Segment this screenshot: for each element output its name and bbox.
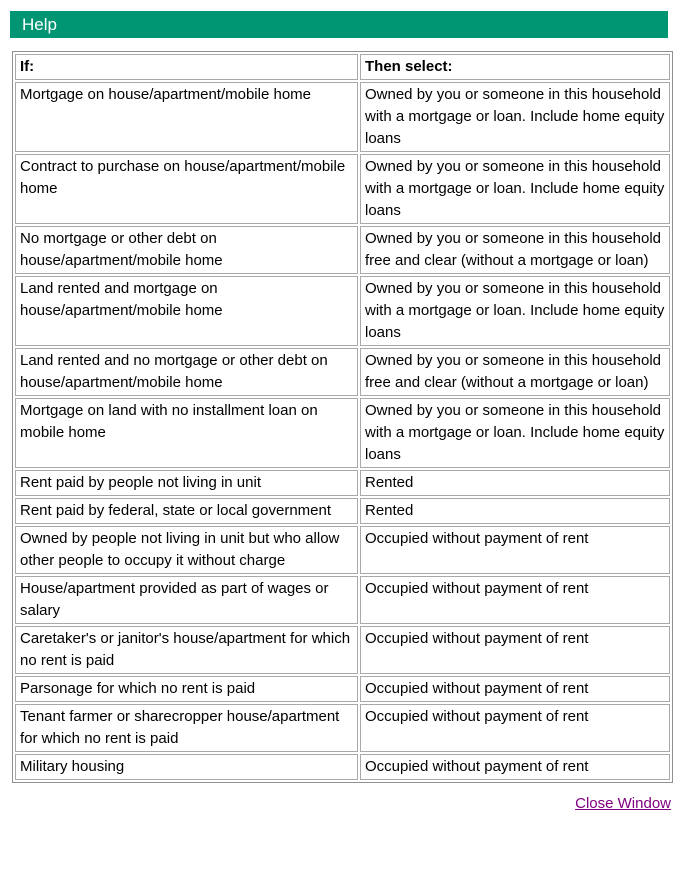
then-select-cell: Owned by you or someone in this househol… <box>360 226 670 274</box>
table-row: Tenant farmer or sharecropper house/apar… <box>15 704 670 752</box>
table-row: Rent paid by people not living in unit Re… <box>15 470 670 496</box>
then-select-cell: Occupied without payment of rent <box>360 526 670 574</box>
table-row: Land rented and mortgage on house/apartm… <box>15 276 670 346</box>
column-header-then-select: Then select: <box>360 54 670 80</box>
if-cell: Military housing <box>15 754 358 780</box>
table-row: Owned by people not living in unit but w… <box>15 526 670 574</box>
then-select-cell: Owned by you or someone in this househol… <box>360 398 670 468</box>
table-row: House/apartment provided as part of wage… <box>15 576 670 624</box>
then-select-cell: Owned by you or someone in this househol… <box>360 276 670 346</box>
table-row: Land rented and no mortgage or other deb… <box>15 348 670 396</box>
then-select-cell: Occupied without payment of rent <box>360 626 670 674</box>
table-row: Caretaker's or janitor's house/apartment… <box>15 626 670 674</box>
if-cell: Contract to purchase on house/apartment/… <box>15 154 358 224</box>
footer: Close Window <box>14 795 671 812</box>
close-window-link[interactable]: Close Window <box>575 795 671 812</box>
then-select-cell: Occupied without payment of rent <box>360 576 670 624</box>
if-cell: Caretaker's or janitor's house/apartment… <box>15 626 358 674</box>
if-cell: Mortgage on house/apartment/mobile home <box>15 82 358 152</box>
help-table: If: Then select: Mortgage on house/apart… <box>12 51 673 783</box>
table-row: Mortgage on house/apartment/mobile home O… <box>15 82 670 152</box>
if-cell: House/apartment provided as part of wage… <box>15 576 358 624</box>
help-header-bar: Help <box>10 11 668 38</box>
table-header-row: If: Then select: <box>15 54 670 80</box>
then-select-cell: Occupied without payment of rent <box>360 676 670 702</box>
then-select-cell: Rented <box>360 498 670 524</box>
if-cell: Tenant farmer or sharecropper house/apar… <box>15 704 358 752</box>
then-select-cell: Rented <box>360 470 670 496</box>
table-row: Mortgage on land with no installment loa… <box>15 398 670 468</box>
if-cell: Land rented and mortgage on house/apartm… <box>15 276 358 346</box>
table-row: Parsonage for which no rent is paid Occup… <box>15 676 670 702</box>
if-cell: No mortgage or other debt on house/apart… <box>15 226 358 274</box>
table-row: No mortgage or other debt on house/apart… <box>15 226 670 274</box>
if-cell: Owned by people not living in unit but w… <box>15 526 358 574</box>
page-title: Help <box>22 15 57 34</box>
table-row: Rent paid by federal, state or local gov… <box>15 498 670 524</box>
table-row: Military housing Occupied without payment… <box>15 754 670 780</box>
if-cell: Land rented and no mortgage or other deb… <box>15 348 358 396</box>
if-cell: Rent paid by people not living in unit <box>15 470 358 496</box>
column-header-if: If: <box>15 54 358 80</box>
then-select-cell: Owned by you or someone in this househol… <box>360 82 670 152</box>
then-select-cell: Occupied without payment of rent <box>360 754 670 780</box>
then-select-cell: Owned by you or someone in this househol… <box>360 154 670 224</box>
if-cell: Parsonage for which no rent is paid <box>15 676 358 702</box>
if-cell: Mortgage on land with no installment loa… <box>15 398 358 468</box>
then-select-cell: Occupied without payment of rent <box>360 704 670 752</box>
if-cell: Rent paid by federal, state or local gov… <box>15 498 358 524</box>
then-select-cell: Owned by you or someone in this househol… <box>360 348 670 396</box>
table-row: Contract to purchase on house/apartment/… <box>15 154 670 224</box>
